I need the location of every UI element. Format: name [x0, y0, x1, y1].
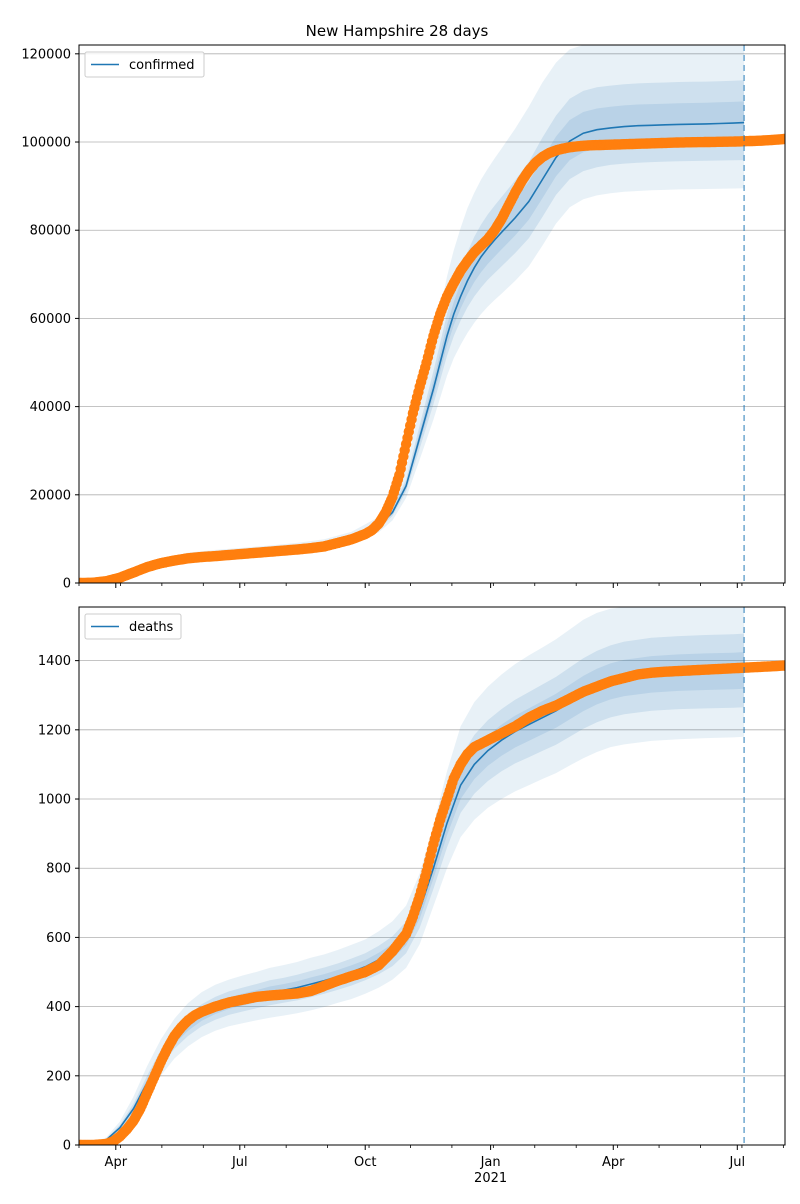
deaths-ytick-label: 1000	[38, 793, 71, 808]
xtick-year-label: 2021	[474, 1171, 507, 1186]
deaths-legend-label: deaths	[129, 620, 174, 635]
confirmed-observed-points	[79, 133, 785, 583]
deaths-ytick-label: 400	[46, 1000, 71, 1015]
confirmed-inner-band	[79, 80, 745, 583]
confirmed-ytick-label: 20000	[30, 488, 71, 503]
xtick-label: Apr	[105, 1155, 128, 1170]
xtick-label: Apr	[602, 1155, 625, 1170]
confirmed-panel: 0 20000 40000 60000 80000 100000 120000 confirm…	[21, 44, 786, 592]
confirmed-outer-band	[79, 45, 745, 583]
deaths-legend: deaths	[84, 613, 182, 640]
confirmed-model-line	[79, 121, 745, 583]
deaths-ytick-label: 800	[46, 862, 71, 877]
deaths-ytick-label: 200	[46, 1069, 71, 1084]
confirmed-ytick-label: 100000	[21, 136, 71, 151]
deaths-ytick-label: 0	[63, 1139, 71, 1154]
xtick-label: Jul	[728, 1155, 745, 1170]
confirmed-ytick-label: 40000	[30, 400, 71, 415]
deaths-point	[779, 660, 785, 671]
confirmed-ytick-label: 60000	[30, 312, 71, 327]
confirmed-legend-label: confirmed	[129, 58, 195, 73]
confirmed-ytick-label: 0	[63, 577, 71, 592]
confirmed-legend: confirmed	[84, 51, 205, 78]
confirmed-legend-box	[84, 51, 205, 78]
confirmed-ytick-label: 120000	[21, 47, 71, 62]
deaths-legend-box	[84, 613, 182, 640]
x-axis: Apr Jul Oct Jan Apr Jul 2021	[105, 1155, 746, 1186]
deaths-panel: 0 200 400 600 800 1000 1200 1400 deaths	[38, 606, 786, 1154]
confirmed-ytick-label: 80000	[30, 224, 71, 239]
deaths-ytick-label: 1400	[38, 654, 71, 669]
deaths-ytick-label: 600	[46, 931, 71, 946]
xtick-label: Oct	[354, 1155, 376, 1170]
deaths-outer-band	[79, 607, 745, 1145]
deaths-ytick-label: 1200	[38, 723, 71, 738]
chart-title: New Hampshire 28 days	[306, 22, 489, 40]
confirmed-point	[779, 133, 785, 145]
confirmed-frame	[78, 44, 786, 584]
deaths-observed-points	[79, 660, 785, 1145]
deaths-frame	[78, 606, 786, 1146]
deaths-inner-band	[79, 633, 745, 1145]
xtick-label: Jul	[231, 1155, 248, 1170]
xtick-label: Jan	[480, 1155, 501, 1170]
